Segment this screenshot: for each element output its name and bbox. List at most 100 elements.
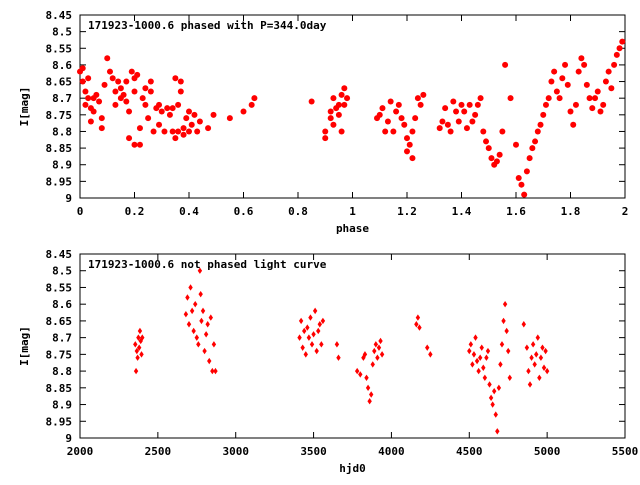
y-axis-label: I[mag]	[18, 87, 31, 127]
x-tick-label: 0.6	[234, 205, 254, 218]
data-point	[474, 357, 480, 365]
data-point	[186, 128, 192, 135]
data-point	[507, 374, 512, 381]
data-point	[499, 341, 505, 348]
data-point	[133, 367, 139, 375]
x-tick-label: 1.6	[506, 205, 526, 218]
data-point	[493, 158, 500, 165]
data-point	[406, 141, 413, 148]
x-tick-label: 5000	[534, 445, 561, 458]
data-point	[341, 101, 348, 108]
data-point	[567, 108, 574, 115]
data-point	[532, 361, 537, 368]
data-point	[472, 111, 479, 118]
y-tick-label: 8.85	[46, 142, 73, 155]
data-point	[112, 101, 119, 108]
data-point	[439, 118, 446, 125]
data-point	[303, 351, 308, 358]
y-tick-label: 8.7	[52, 332, 72, 345]
data-point	[189, 307, 195, 315]
chart-panel-2: 8.45 8.5 8.55 8.6 8.65 8.7 8.75 8.8 8.85 8.9 8.95 9…	[18, 248, 638, 475]
chart-title: 171923-1000.6 phased with P=344.0day	[88, 19, 327, 32]
data-point	[203, 331, 209, 338]
data-point	[82, 101, 89, 108]
data-point	[226, 115, 233, 122]
data-point	[417, 101, 424, 108]
data-point	[470, 361, 475, 368]
data-point	[185, 294, 190, 301]
data-point	[156, 121, 163, 128]
y-tick-label: 8.9	[52, 399, 72, 412]
data-point	[202, 347, 207, 355]
data-point	[384, 118, 391, 125]
data-point	[205, 321, 210, 328]
data-point	[136, 344, 142, 351]
data-point	[447, 128, 454, 135]
data-point	[379, 105, 386, 112]
data-point	[302, 327, 307, 335]
data-point	[611, 61, 618, 68]
data-point	[575, 68, 582, 75]
data-point	[404, 148, 410, 155]
data-point	[87, 118, 94, 125]
x-tick-label: 2	[622, 205, 629, 218]
data-point	[150, 128, 157, 135]
data-point	[140, 334, 145, 341]
y-tick-label: 8.45	[46, 248, 73, 261]
data-point	[373, 341, 379, 348]
chart-panel-1: 8.45 8.5 8.55 8.6 8.65 8.7 8.75 8.8 8.85 8.9 8.95 9…	[18, 9, 628, 235]
x-tick-label: 2000	[67, 445, 94, 458]
data-point	[372, 347, 377, 355]
data-point	[197, 267, 203, 274]
data-point	[581, 61, 588, 68]
data-point	[442, 105, 449, 112]
y-tick-label: 8.95	[46, 175, 73, 188]
data-point	[320, 317, 326, 325]
data-point	[128, 68, 135, 75]
data-point	[134, 71, 141, 78]
data-point	[172, 135, 179, 142]
data-point	[158, 108, 165, 115]
y-tick-label: 9	[65, 432, 72, 445]
data-point	[199, 317, 204, 325]
y-tick-label: 8.5	[52, 265, 72, 278]
data-point	[414, 95, 421, 102]
data-point	[205, 125, 212, 132]
data-point	[133, 341, 138, 348]
data-point	[309, 341, 315, 348]
data-point	[208, 314, 213, 321]
data-point	[542, 101, 549, 108]
data-point	[529, 354, 534, 361]
data-point	[183, 311, 189, 318]
data-point	[336, 354, 341, 361]
data-point	[344, 95, 351, 102]
data-point	[248, 101, 255, 108]
data-point	[79, 78, 86, 85]
data-point	[529, 145, 536, 152]
x-tick-label: 1.4	[452, 205, 472, 218]
data-point	[507, 95, 514, 102]
data-point	[468, 341, 474, 348]
x-tick-label: 0	[77, 205, 84, 218]
y-tick-label: 8.45	[46, 9, 73, 22]
y-tick-label: 8.55	[46, 42, 73, 55]
chart-title: 171923-1000.6 not phased light curve	[88, 258, 327, 271]
data-point	[480, 128, 487, 135]
y-tick-label: 8.6	[52, 59, 72, 72]
data-point	[98, 115, 105, 122]
data-point	[188, 121, 195, 128]
y-axis-label: I[mag]	[18, 326, 31, 366]
data-point	[131, 141, 138, 148]
data-point	[530, 341, 536, 348]
data-point	[305, 324, 310, 331]
data-point	[136, 125, 143, 132]
y-tick-label: 8.85	[46, 382, 73, 395]
data-point	[487, 381, 492, 388]
data-point	[428, 351, 433, 358]
data-point	[467, 347, 472, 355]
data-point	[104, 55, 111, 62]
data-point	[498, 361, 503, 368]
data-point	[186, 321, 192, 328]
data-point	[98, 125, 105, 132]
data-point	[526, 367, 531, 375]
